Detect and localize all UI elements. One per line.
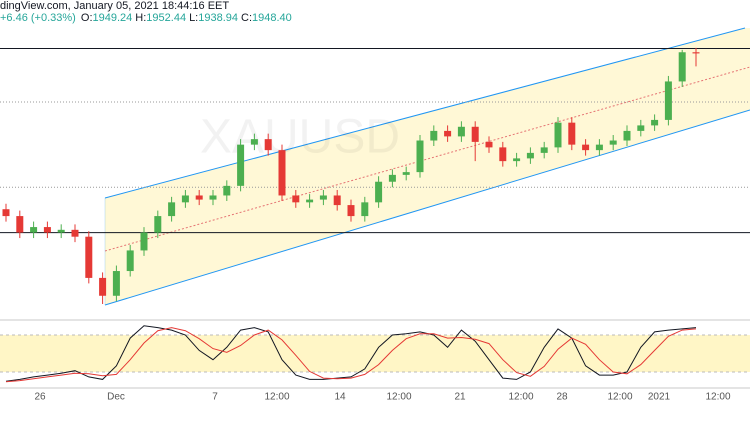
candle-body <box>609 140 617 145</box>
candle-body <box>678 52 686 82</box>
candle-body <box>499 147 507 162</box>
candle-body <box>526 152 534 159</box>
candle-body <box>30 227 38 233</box>
stoch-line <box>5 325 697 382</box>
header-change: +6.46 (+0.33%) <box>0 12 76 24</box>
candle-body <box>223 185 231 196</box>
candle-body <box>444 130 452 137</box>
x-tick-label: 12:00 <box>264 392 289 403</box>
candle-body <box>416 140 424 173</box>
x-tick-label: 26 <box>34 392 46 403</box>
candle-body <box>250 139 258 145</box>
candle-body <box>71 229 79 237</box>
candle-body <box>278 150 286 196</box>
header-source: dingView.com, January 05, 2021 18:44:16 … <box>0 0 230 12</box>
candle-body <box>692 52 700 54</box>
candle-body <box>319 195 327 200</box>
candle-body <box>388 174 396 182</box>
stoch-line <box>5 327 697 383</box>
x-tick-label: Dec <box>107 392 125 403</box>
candle-body <box>430 130 438 141</box>
x-tick-label: 14 <box>334 392 346 403</box>
candle-body <box>264 139 272 151</box>
candle-body <box>140 232 148 251</box>
ohlc-value: 1948.40 <box>252 12 292 24</box>
candle-body <box>333 195 341 206</box>
ohlc-value: 1952.44 <box>146 12 187 24</box>
x-tick-label: 2021 <box>648 392 671 403</box>
candle-body <box>471 126 479 142</box>
candle-body <box>637 125 645 131</box>
candle-body <box>57 229 65 233</box>
candle-body <box>154 216 162 233</box>
candle-body <box>595 144 603 151</box>
candle-body <box>457 126 465 137</box>
candle-body <box>582 144 590 151</box>
candle-body <box>568 122 576 145</box>
x-tick-label: 12:00 <box>607 392 632 403</box>
candle-body <box>540 147 548 153</box>
candle-body <box>16 216 24 233</box>
candle-body <box>112 271 120 296</box>
ohlc-label: H: <box>135 12 147 24</box>
ohlc-value: 1949.24 <box>92 12 133 24</box>
channel-upper <box>104 27 746 199</box>
x-tick-label: 7 <box>212 392 218 403</box>
candle-body <box>306 199 314 203</box>
channel-lower <box>104 109 750 306</box>
candle-body <box>485 141 493 148</box>
ohlc-label: C: <box>241 12 253 24</box>
watermark: XAUUSD <box>200 111 400 164</box>
candle-body <box>664 81 672 120</box>
x-tick-label: 28 <box>556 392 568 403</box>
header: dingView.com, January 05, 2021 18:44:16 … <box>0 0 750 24</box>
candle-body <box>2 209 10 217</box>
header-ohlc: +6.46 (+0.33%) O:1949.24 H:1952.44 L:1938.… <box>0 12 292 24</box>
candle-body <box>375 181 383 203</box>
x-tick-label: 12:00 <box>386 392 411 403</box>
candle-body <box>99 277 107 296</box>
ohlc-label: L: <box>189 12 199 24</box>
candle-body <box>237 144 245 186</box>
candle-body <box>126 250 134 272</box>
ohlc-label: O: <box>80 12 93 24</box>
candle-body <box>43 227 51 233</box>
candle-body <box>513 158 521 162</box>
x-tick-label: 12:00 <box>508 392 533 403</box>
candle-body <box>85 236 93 278</box>
candle-body <box>168 202 176 217</box>
candle-body <box>195 195 203 200</box>
channel-fill <box>105 28 750 305</box>
candle-body <box>292 195 300 203</box>
candle-body <box>361 202 369 217</box>
candle-body <box>402 172 410 175</box>
candle-body <box>347 205 355 217</box>
candle-body <box>209 195 217 200</box>
candle-body <box>181 195 189 203</box>
candle-body <box>623 130 631 141</box>
candle-body <box>554 122 562 148</box>
x-tick-label: 21 <box>454 392 466 403</box>
ohlc-value: 1938.94 <box>198 12 239 24</box>
x-tick-label: 12:00 <box>705 392 730 403</box>
candle-body <box>651 119 659 126</box>
